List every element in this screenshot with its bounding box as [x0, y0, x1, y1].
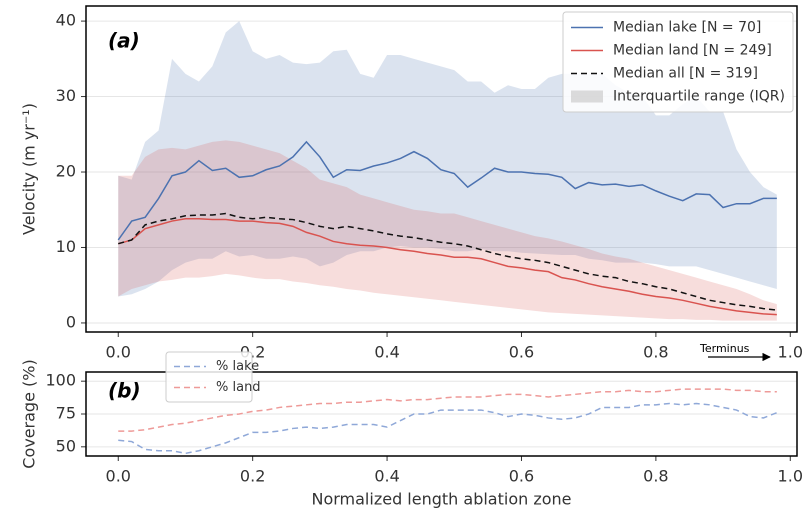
y-tick-label: 40	[56, 11, 76, 30]
series-line	[118, 212, 777, 311]
x-tick-label: 0.8	[643, 467, 668, 486]
x-tick-label: 0.8	[643, 343, 668, 362]
x-tick-label: 1.0	[778, 467, 803, 486]
y-tick-label: 0	[66, 312, 76, 331]
x-tick-label: 0.4	[374, 467, 399, 486]
series-line	[118, 388, 777, 432]
x-tick-label: 0.6	[509, 467, 534, 486]
series-line	[118, 402, 778, 455]
x-tick-label: 0.0	[106, 467, 131, 486]
x-tick-label: 0.2	[240, 467, 265, 486]
y-tick-label: 10	[56, 237, 76, 256]
legend-box	[165, 351, 253, 403]
series-line	[117, 140, 777, 241]
legend: % lake % land	[165, 351, 261, 403]
panel-label: (a)	[108, 29, 140, 53]
legend-box	[562, 11, 794, 113]
y-axis-label: Velocity (m yr⁻¹)	[20, 103, 39, 235]
y-axis-label: Coverage (%)	[20, 359, 39, 468]
x-tick-label: 0.6	[509, 343, 534, 362]
legend-label: Median land [N = 249]	[613, 43, 772, 59]
legend: Median lake [N = 70] Median land [N = 249…	[562, 11, 794, 113]
y-tick-label: 30	[56, 86, 76, 105]
legend-label: Median all [N = 319]	[613, 66, 758, 82]
plot-frame	[85, 5, 798, 333]
legend-label: Interquartile range (IQR)	[613, 89, 785, 105]
legend-label: % lake	[216, 359, 259, 374]
x-axis-label: Normalized length ablation zone	[311, 490, 571, 509]
panel-label: (b)	[108, 379, 141, 403]
x-tick-label: 1.0	[778, 343, 803, 362]
y-tick-label: 50	[56, 436, 76, 455]
y-tick-label: 75	[56, 404, 76, 423]
legend-swatch	[571, 90, 603, 103]
y-tick-label: 100	[45, 371, 76, 390]
y-tick-label: 20	[56, 162, 76, 181]
iqr-band	[118, 140, 777, 321]
annotation: Terminus	[699, 342, 750, 355]
legend-label: Median lake [N = 70]	[613, 20, 761, 36]
x-tick-label: 0.0	[106, 343, 131, 362]
plot-frame	[85, 371, 798, 457]
series-line	[118, 218, 777, 316]
x-tick-label: 0.4	[374, 343, 399, 362]
legend-label: % land	[216, 380, 261, 395]
